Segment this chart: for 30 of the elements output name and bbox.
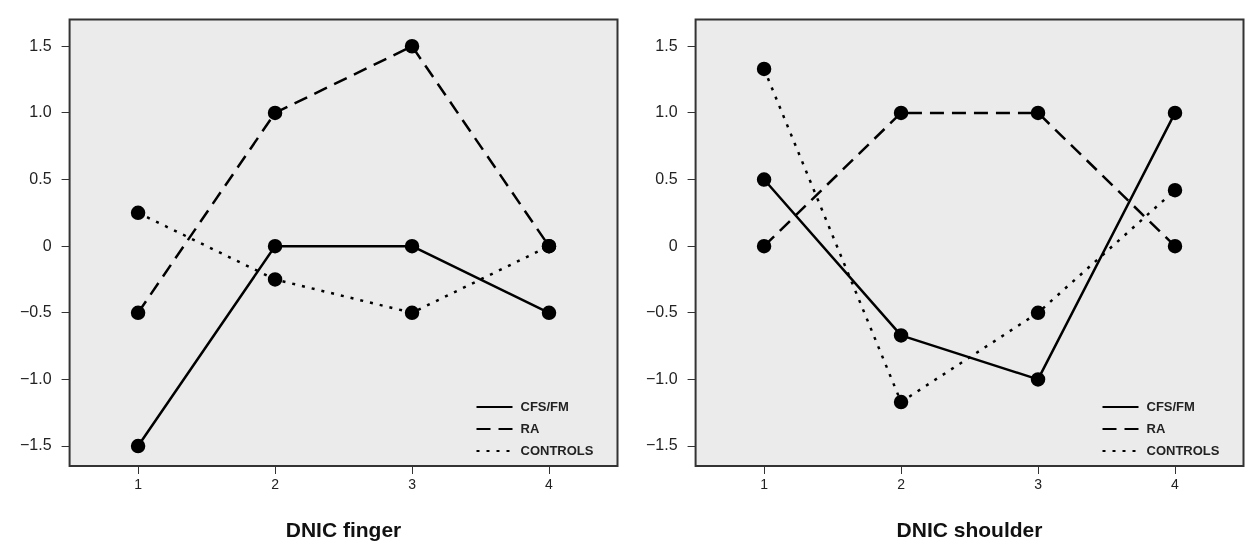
x-tick-label: 2 (271, 476, 280, 493)
legend-label: RA (1146, 420, 1166, 436)
x-tick-label: 4 (1171, 476, 1180, 493)
y-tick-label: −1.0 (645, 369, 678, 387)
x-tick-label: 3 (1034, 476, 1043, 493)
legend-label: CONTROLS (520, 442, 594, 458)
y-tick-label: −0.5 (645, 303, 678, 321)
x-axis-title: DNIC shoulder (896, 518, 1043, 542)
legend-label: RA (520, 420, 540, 436)
y-tick-label: 0 (42, 236, 52, 254)
legend-label: CFS/FM (1146, 398, 1195, 414)
y-tick-label: −1.5 (645, 436, 678, 454)
x-tick-label: 3 (408, 476, 417, 493)
x-tick-label: 1 (134, 476, 143, 493)
y-tick-label: 1.0 (29, 103, 52, 121)
y-tick-label: 1.5 (29, 36, 52, 54)
x-tick-label: 4 (545, 476, 554, 493)
y-tick-label: 0.5 (655, 169, 678, 187)
y-tick-label: −0.5 (19, 303, 52, 321)
y-tick-label: 0.5 (29, 169, 52, 187)
x-axis-title: DNIC finger (285, 518, 402, 542)
y-tick-label: 0 (668, 236, 678, 254)
y-tick-label: −1.0 (19, 369, 52, 387)
legend-label: CONTROLS (1146, 442, 1220, 458)
y-tick-label: −1.5 (19, 436, 52, 454)
y-tick-label: 1.5 (655, 36, 678, 54)
x-tick-label: 2 (897, 476, 906, 493)
y-tick-label: 1.0 (655, 103, 678, 121)
x-tick-label: 1 (760, 476, 769, 493)
legend-label: CFS/FM (520, 398, 569, 414)
